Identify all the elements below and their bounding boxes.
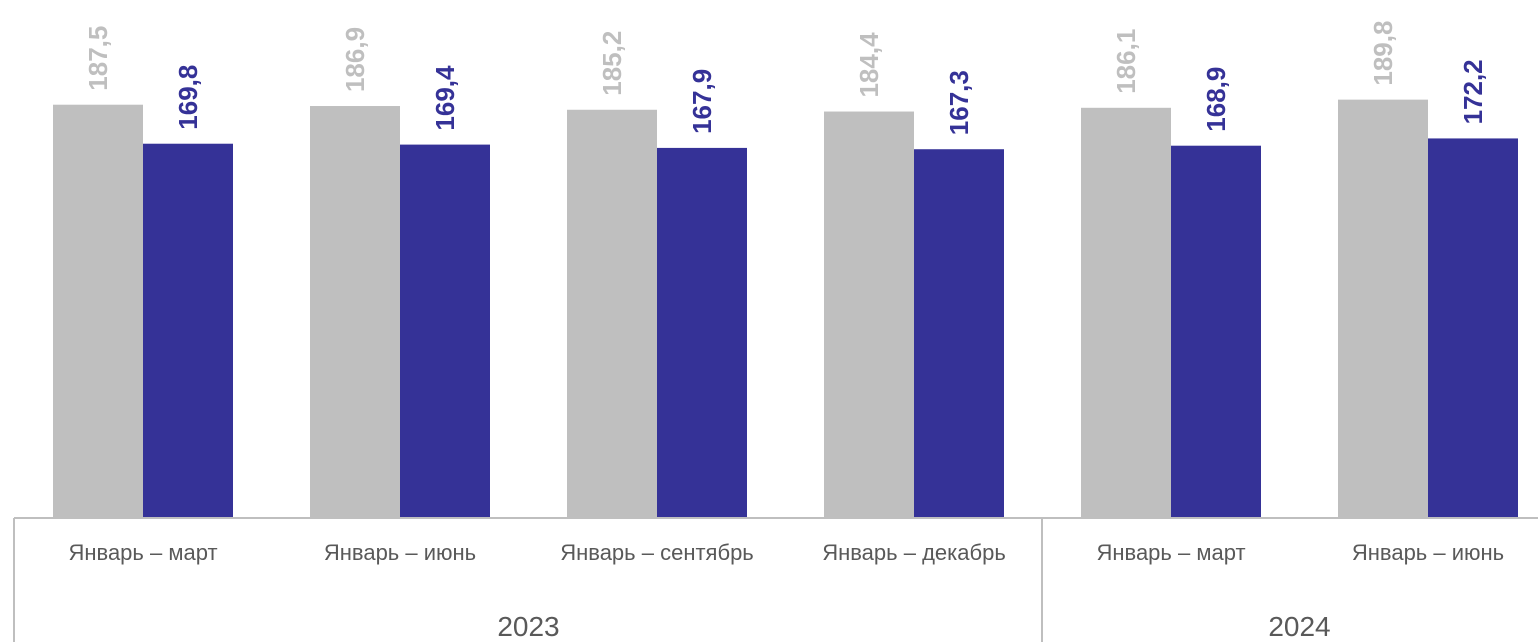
data-label-series1-0: 187,5 <box>83 26 113 91</box>
category-label-4: Январь – март <box>1096 540 1245 565</box>
bar-series2-5 <box>1428 138 1518 518</box>
category-label-5: Январь – июнь <box>1352 540 1504 565</box>
data-label-series2-0: 169,8 <box>173 65 203 130</box>
category-label-1: Январь – июнь <box>324 540 476 565</box>
data-label-series2-4: 168,9 <box>1201 67 1231 132</box>
category-label-2: Январь – сентябрь <box>560 540 754 565</box>
bars-layer <box>53 99 1518 519</box>
data-label-series2-1: 169,4 <box>430 65 460 131</box>
bar-series1-3 <box>824 111 914 519</box>
data-label-series1-4: 186,1 <box>1111 29 1141 94</box>
bar-series1-1 <box>310 106 400 518</box>
category-label-0: Январь – март <box>68 540 217 565</box>
category-label-3: Январь – декабрь <box>822 540 1006 565</box>
bar-series2-2 <box>657 147 747 519</box>
data-label-series2-5: 172,2 <box>1458 59 1488 124</box>
data-label-series2-3: 167,3 <box>944 70 974 135</box>
value-labels-layer: 187,5 169,8 186,9 169,4 185,2 167,9 184,4 167,3… <box>83 21 1488 136</box>
bar-series2-4 <box>1171 145 1261 518</box>
bar-series2-3 <box>914 149 1004 518</box>
bar-series1-2 <box>567 109 657 518</box>
data-label-series1-1: 186,9 <box>340 27 370 92</box>
bar-series2-0 <box>143 143 233 518</box>
bar-series1-4 <box>1081 107 1171 518</box>
bar-series2-1 <box>400 144 490 518</box>
data-label-series2-2: 167,9 <box>687 69 717 134</box>
category-labels-layer: Январь – март Январь – июнь Январь – сентя… <box>68 540 1504 642</box>
data-label-series1-2: 185,2 <box>597 31 627 96</box>
bar-series1-5 <box>1338 99 1428 519</box>
data-label-series1-3: 184,4 <box>854 32 884 98</box>
group-label-2024: 2024 <box>1268 611 1330 642</box>
bar-series1-0 <box>53 104 143 519</box>
group-label-2023: 2023 <box>497 611 559 642</box>
data-label-series1-5: 189,8 <box>1368 21 1398 86</box>
axis-layer <box>13 517 1538 642</box>
